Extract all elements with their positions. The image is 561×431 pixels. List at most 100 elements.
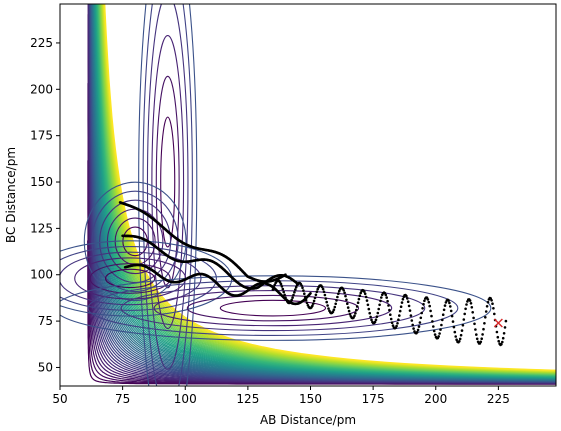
trajectory-point [282,290,286,294]
end-marker-group [493,318,503,328]
trajectory-point [468,299,472,302]
trajectory-point [356,301,360,305]
trajectory-point [337,289,341,293]
trajectory-point [416,328,420,332]
trajectory-point [353,314,356,318]
trajectory-point [408,309,412,312]
trajectory-point [335,299,338,302]
trajectory-point [315,290,319,294]
trajectory-point [480,337,484,341]
trajectory-point [458,340,461,343]
trajectory-point [336,295,339,299]
trajectory-point [284,296,287,299]
y-tick-label: 125 [30,221,53,235]
trajectory-point [374,318,378,322]
trajectory-point [385,296,389,299]
trajectory-point [406,297,409,300]
trajectory-point [465,303,468,306]
trajectory-point [492,307,495,310]
trajectory-point [474,328,477,331]
trajectory-point [303,292,306,296]
trajectory-point [305,301,309,305]
trajectory-point [475,337,479,341]
trajectory-point [375,315,379,319]
trajectory-point [504,319,508,323]
trajectory-point [345,298,348,302]
trajectory-point [384,293,388,297]
trajectory-point [337,292,340,296]
trajectory-point [431,320,434,323]
x-axis: 50 75 100 125 150 175 200 225 [52,386,510,406]
trajectory-point [325,300,329,304]
well-contour [146,4,189,370]
trajectory-point [473,322,476,326]
trajectory-point [440,323,443,327]
trajectory-point [484,310,488,313]
trajectory-point [415,330,419,334]
well-contour [142,4,193,386]
trajectory-point [442,308,446,312]
trajectory-point [400,301,404,304]
trajectory-point [283,293,286,297]
trajectory-point [399,305,403,309]
x-tick-label: 50 [52,392,67,406]
trajectory-point [398,309,402,313]
trajectory-point [366,303,370,307]
trajectory-point [389,313,392,317]
contour-lines [60,4,556,386]
y-tick-label: 100 [30,268,53,282]
trajectory-point [324,297,328,300]
trajectory-point [455,338,458,342]
trajectory-point [302,289,305,292]
trajectory-point [496,335,500,339]
trajectory-point [334,302,338,306]
end-marker [493,318,503,328]
trajectory-point [483,322,486,325]
trajectory-point [433,333,437,336]
trajectory-point [430,314,433,318]
trajectory-point [376,311,380,315]
trajectory-point [272,285,276,289]
trajectory-point [280,285,284,288]
trajectory-point [443,304,447,307]
trajectory-point [365,299,369,302]
trajectory-point [458,337,462,341]
contour-line [104,4,556,371]
trajectory-point [472,316,475,320]
trajectory-point [502,332,506,335]
contour-line [88,4,556,384]
trajectory-point [501,340,504,344]
trajectory-point [313,296,317,300]
trajectory-point [464,307,467,311]
trajectory-point [444,301,448,304]
trajectory-point [358,294,362,298]
trajectory-point [344,294,347,298]
y-axis: 50 75 100 125 150 175 200 225 [30,36,60,374]
trajectory-point [386,299,389,303]
trajectory-point [470,306,474,309]
trajectory-point [373,320,377,324]
trajectory-point [429,309,432,313]
well-contour [60,245,217,311]
well-contour [60,251,202,306]
trajectory [118,201,508,347]
contour-line [87,160,556,385]
trajectory-point [469,302,473,305]
trajectory-point [423,299,426,303]
y-tick-label: 225 [30,36,53,50]
trajectory-point [380,296,383,299]
trajectory-point [420,311,424,315]
trajectory-point [452,325,456,329]
x-tick-label: 200 [424,392,447,406]
trajectory-point [439,328,442,331]
trajectory-point [462,318,466,321]
trajectory-point [346,306,350,309]
trajectory-point [327,307,330,310]
trajectory-point [281,287,285,291]
trajectory-point [293,291,296,294]
trajectory-point [321,287,325,291]
trajectory-point [390,321,394,325]
well-contour [155,75,180,289]
trajectory-point [463,312,467,316]
